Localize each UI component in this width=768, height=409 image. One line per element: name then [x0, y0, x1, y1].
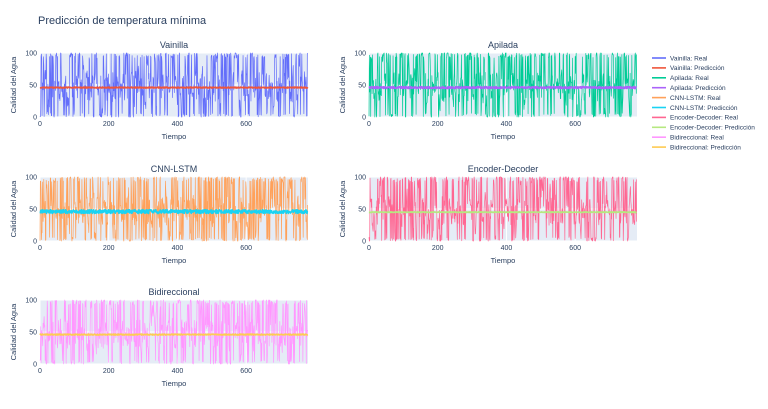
subplot-title: Encoder-Decoder [468, 164, 539, 174]
x-axis-label: Tiempo [162, 379, 187, 388]
series-line-bidireccional-predicci-n [39, 333, 309, 336]
legend-item[interactable]: Apilada: Predicción [652, 85, 726, 92]
subplot-encoder-decoder: 0 200 400 600 0 50 100 Encoder-Decoder Tiempo Cal… [338, 164, 638, 265]
subplot-title: Bidireccional [148, 287, 199, 297]
y-tick-label: 100 [25, 298, 37, 305]
legend-label: Encoder-Decoder: Real [670, 115, 738, 122]
legend-label: Bidireccional: Predicción [670, 144, 741, 151]
x-tick-label: 600 [240, 121, 252, 128]
subplots: 0 200 400 600 0 50 100 Vainilla Tiempo Calidad de… [9, 40, 638, 388]
y-tick-label: 50 [29, 83, 37, 90]
y-tick-label: 0 [33, 239, 37, 246]
x-tick-label: 0 [367, 245, 371, 252]
x-tick-label: 0 [38, 368, 42, 375]
y-tick-label: 50 [29, 207, 37, 214]
x-tick-label: 400 [172, 121, 184, 128]
legend-item[interactable]: CNN-LSTM: Predicción [652, 105, 738, 112]
y-tick-label: 0 [33, 115, 37, 122]
x-tick-label: 600 [569, 245, 581, 252]
legend-label: Encoder-Decoder: Predicción [670, 125, 755, 132]
y-axis-label: Calidad del Agua [9, 303, 18, 361]
y-tick-label: 100 [354, 51, 366, 58]
legend-label: Bidireccional: Real [670, 135, 724, 142]
legend-label: Vainilla: Predicción [670, 65, 725, 72]
subplot-vainilla: 0 200 400 600 0 50 100 Vainilla Tiempo Calidad de… [9, 40, 309, 141]
y-tick-label: 0 [362, 115, 366, 122]
x-tick-label: 200 [432, 121, 444, 128]
legend-label: Apilada: Real [670, 75, 709, 82]
series-line-bidireccional-real [39, 299, 308, 365]
x-tick-label: 400 [501, 121, 513, 128]
x-tick-label: 400 [172, 245, 184, 252]
x-tick-label: 600 [240, 245, 252, 252]
figure-title: Predicción de temperatura mínima [38, 15, 207, 27]
x-tick-label: 200 [103, 368, 115, 375]
y-axis-label: Calidad del Agua [9, 56, 18, 114]
y-tick-label: 0 [362, 239, 366, 246]
subplot-title: Apilada [488, 40, 518, 50]
legend-label: Vainilla: Real [670, 55, 708, 62]
legend: Vainilla: Real Vainilla: Predicción Apilad… [652, 55, 755, 151]
series-line-vainilla-real [39, 52, 308, 118]
legend-label: Apilada: Predicción [670, 85, 726, 92]
x-tick-label: 200 [432, 245, 444, 252]
y-axis-label: Calidad del Agua [9, 180, 18, 238]
x-tick-label: 600 [240, 368, 252, 375]
subplot-title: CNN-LSTM [151, 164, 198, 174]
subplot-cnn-lstm: 0 200 400 600 0 50 100 CNN-LSTM Tiempo Calidad de… [9, 164, 309, 265]
x-tick-label: 200 [103, 245, 115, 252]
x-tick-label: 400 [172, 368, 184, 375]
legend-label: CNN-LSTM: Predicción [670, 105, 738, 112]
legend-item[interactable]: Bidireccional: Predicción [652, 144, 741, 151]
series-line-cnn-lstm-real [39, 176, 309, 242]
series-line-apilada-predicci-n [368, 85, 638, 90]
x-axis-label: Tiempo [491, 256, 516, 265]
legend-item[interactable]: Encoder-Decoder: Predicción [652, 125, 755, 132]
legend-item[interactable]: Apilada: Real [652, 75, 709, 82]
legend-item[interactable]: Bidireccional: Real [652, 135, 724, 142]
subplot-apilada: 0 200 400 600 0 50 100 Apilada Tiempo Calidad del… [338, 40, 638, 141]
y-axis-label: Calidad del Agua [338, 56, 347, 114]
y-tick-label: 100 [354, 175, 366, 182]
x-tick-label: 200 [103, 121, 115, 128]
x-tick-label: 400 [501, 245, 513, 252]
series-line-encoder-decoder-real [368, 176, 638, 242]
legend-item[interactable]: CNN-LSTM: Real [652, 95, 721, 102]
x-axis-label: Tiempo [162, 256, 187, 265]
y-tick-label: 50 [358, 83, 366, 90]
y-tick-label: 50 [29, 330, 37, 337]
y-tick-label: 50 [358, 207, 366, 214]
x-axis-label: Tiempo [491, 132, 516, 141]
series-line-cnn-lstm-predicci-n [39, 208, 309, 215]
y-tick-label: 0 [33, 362, 37, 369]
x-tick-label: 0 [38, 245, 42, 252]
legend-item[interactable]: Vainilla: Predicción [652, 65, 725, 72]
x-tick-label: 600 [569, 121, 581, 128]
x-tick-label: 0 [367, 121, 371, 128]
series-line-encoder-decoder-predicci-n [368, 211, 638, 214]
y-axis-label: Calidad del Agua [338, 180, 347, 238]
subplot-bidireccional: 0 200 400 600 0 50 100 Bidireccional Tiempo Calid… [9, 287, 309, 388]
series-line-vainilla-predicci-n [39, 86, 309, 89]
legend-item[interactable]: Encoder-Decoder: Real [652, 115, 738, 122]
legend-label: CNN-LSTM: Real [670, 95, 721, 102]
y-tick-label: 100 [25, 51, 37, 58]
legend-item[interactable]: Vainilla: Real [652, 55, 708, 62]
subplot-title: Vainilla [160, 40, 188, 50]
x-axis-label: Tiempo [162, 132, 187, 141]
x-tick-label: 0 [38, 121, 42, 128]
y-tick-label: 100 [25, 175, 37, 182]
